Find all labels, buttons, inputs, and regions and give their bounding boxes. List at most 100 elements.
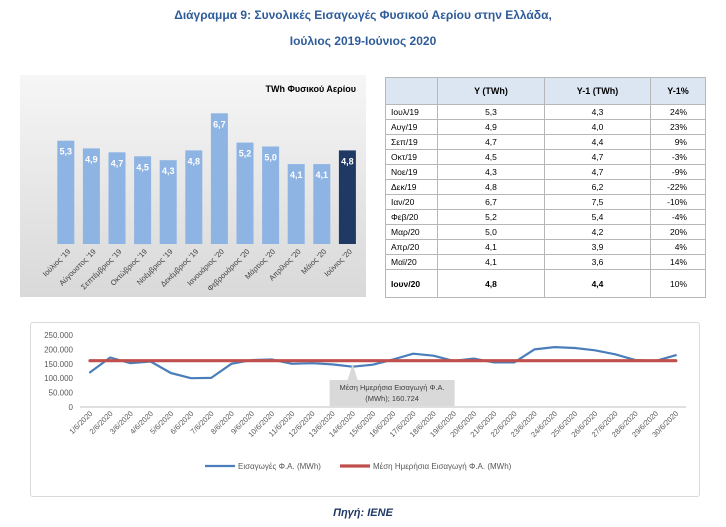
legend-imports-label: Εισαγωγές Φ.Α. (MWh) (238, 462, 321, 471)
y-tick-label: 250.000 (44, 331, 73, 340)
y-value-cell: 5,3 (437, 104, 545, 120)
y1-value-cell: 4,7 (544, 149, 651, 165)
bar-value-label: 6,7 (213, 119, 226, 129)
category-label: Ιούνιος '20 (322, 247, 353, 278)
month-cell: Φεβ/20 (385, 209, 438, 225)
y-tick-label: 100.000 (44, 374, 73, 383)
bar (108, 152, 126, 244)
bar (134, 156, 152, 245)
y-value-cell: 4,8 (437, 179, 545, 195)
y1-value-cell: 5,4 (544, 209, 651, 225)
change-pct-cell: 9% (650, 134, 706, 150)
bar (287, 164, 305, 244)
bar (210, 113, 228, 244)
table-header-row: Y (TWh) Y-1 (TWh) Y-1% (385, 77, 706, 105)
month-cell: Δεκ/19 (385, 179, 438, 195)
y-value-cell: 6,7 (437, 194, 545, 210)
table-row: Ιαν/20 6,7 7,5 -10% (385, 194, 706, 210)
table-row: Αυγ/19 4,9 4,0 23% (385, 119, 706, 135)
y-value-cell: 4,8 (437, 269, 545, 298)
y-tick-label: 50.000 (49, 389, 74, 398)
y1-value-cell: 6,2 (544, 179, 651, 195)
annotation-text-line1: Μέση Ημερήσια Εισαγωγή Φ.Α. (340, 383, 445, 392)
annotation-text-line2: (MWh); 160.724 (365, 394, 419, 403)
column-header: Y (TWh) (437, 77, 545, 105)
change-pct-cell: -9% (650, 164, 706, 180)
column-header: Y-1% (650, 77, 706, 105)
y-value-cell: 4,1 (437, 239, 545, 255)
y-value-cell: 4,5 (437, 149, 545, 165)
change-pct-cell: 14% (650, 254, 706, 270)
table-row: Δεκ/19 4,8 6,2 -22% (385, 179, 706, 195)
table-row: Ιουλ/19 5,3 4,3 24% (385, 104, 706, 120)
monthly-data-table: Y (TWh) Y-1 (TWh) Y-1% Ιουλ/19 5,3 4,3 24% Αυγ… (385, 77, 706, 298)
month-cell: Μαϊ/20 (385, 254, 438, 270)
y1-value-cell: 4,3 (544, 104, 651, 120)
bar (262, 146, 280, 244)
month-cell: Απρ/20 (385, 239, 438, 255)
change-pct-cell: -4% (650, 209, 706, 225)
month-cell: Νοε/19 (385, 164, 438, 180)
change-pct-cell: 23% (650, 119, 706, 135)
bar (159, 160, 177, 244)
change-pct-cell: 10% (650, 269, 706, 298)
month-cell: Αυγ/19 (385, 119, 438, 135)
bar (82, 148, 100, 244)
bar (236, 142, 254, 244)
y1-value-cell: 3,6 (544, 254, 651, 270)
y-value-cell: 4,9 (437, 119, 545, 135)
bar (57, 140, 75, 244)
bar-value-label: 4,1 (316, 170, 329, 180)
y-tick-label: 200.000 (44, 345, 73, 354)
bar-value-label: 4,8 (341, 156, 354, 166)
column-header-blank (385, 77, 438, 105)
month-cell: Ιουλ/19 (385, 104, 438, 120)
change-pct-cell: 20% (650, 224, 706, 240)
bar-value-label: 4,5 (136, 162, 149, 172)
month-cell: Οκτ/19 (385, 149, 438, 165)
y1-value-cell: 4,4 (544, 269, 651, 298)
bar-value-label: 4,1 (290, 170, 303, 180)
table-row: Μαρ/20 5,0 4,2 20% (385, 224, 706, 240)
bar-value-label: 5,0 (264, 153, 277, 163)
y-tick-label: 0 (69, 403, 74, 412)
figure-subtitle: Ιούλιος 2019-Ιούνιος 2020 (289, 34, 437, 48)
y1-value-cell: 4,0 (544, 119, 651, 135)
table-body: Ιουλ/19 5,3 4,3 24% Αυγ/19 4,9 4,0 23% Σεπ/19 4,7… (385, 104, 706, 298)
legend-mean-label: Μέση Ημερήσια Εισαγωγή Φ.Α. (MWh) (373, 462, 512, 471)
y-tick-label: 150.000 (44, 360, 73, 369)
table-row: Φεβ/20 5,2 5,4 -4% (385, 209, 706, 225)
month-cell: Σεπ/19 (385, 134, 438, 150)
table-row: Μαϊ/20 4,1 3,6 14% (385, 254, 706, 270)
table-row: Νοε/19 4,3 4,7 -9% (385, 164, 706, 180)
imports-series-line (88, 346, 677, 380)
line-chart-plot: 050.000100.000150.000200.000250.0001/6/2… (44, 331, 686, 471)
table-total-row: Ιουν/20 4,8 4,4 10% (385, 269, 706, 298)
change-pct-cell: -22% (650, 179, 706, 195)
bar-value-label: 4,9 (85, 154, 98, 164)
y-value-cell: 4,3 (437, 164, 545, 180)
change-pct-cell: -3% (650, 149, 706, 165)
bar (313, 164, 331, 244)
bar-chart-title: TWh Φυσικού Αερίου (265, 84, 356, 94)
bar-value-label: 5,2 (239, 149, 252, 159)
table-row: Οκτ/19 4,5 4,7 -3% (385, 149, 706, 165)
bar (185, 150, 203, 244)
column-header: Y-1 (TWh) (544, 77, 651, 105)
bar (338, 150, 356, 244)
y-value-cell: 5,0 (437, 224, 545, 240)
bar-value-label: 4,8 (188, 156, 201, 166)
table-row: Σεπ/19 4,7 4,4 9% (385, 134, 706, 150)
table-row: Απρ/20 4,1 3,9 4% (385, 239, 706, 255)
month-cell: Ιουν/20 (385, 269, 438, 298)
change-pct-cell: 24% (650, 104, 706, 120)
bar-value-label: 5,3 (60, 147, 73, 157)
month-cell: Μαρ/20 (385, 224, 438, 240)
bar-value-label: 4,3 (162, 166, 175, 176)
y-value-cell: 4,1 (437, 254, 545, 270)
y-value-cell: 4,7 (437, 134, 545, 150)
monthly-bar-chart: 5,3 Ιούλιος '19 4,9 Αύγουστος '19 4,7 Σεπτέμβ… (20, 75, 366, 297)
change-pct-cell: -10% (650, 194, 706, 210)
y1-value-cell: 4,2 (544, 224, 651, 240)
